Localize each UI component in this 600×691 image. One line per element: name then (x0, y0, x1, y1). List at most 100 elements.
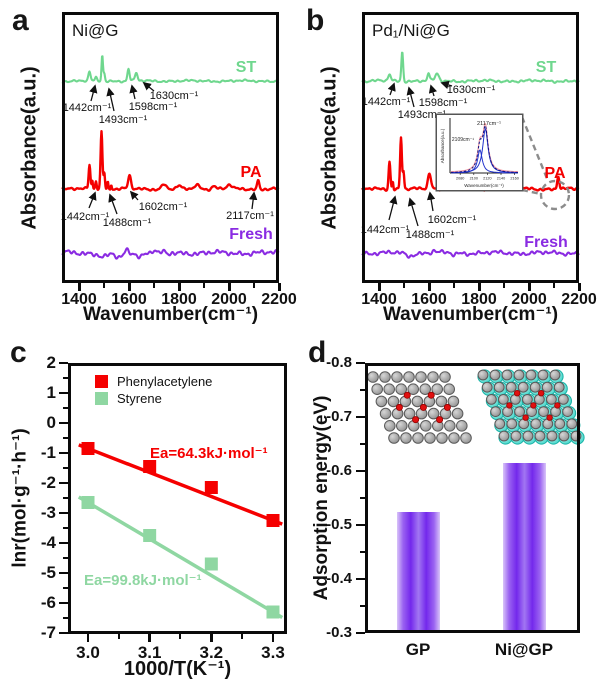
carbon-atom (411, 395, 424, 408)
data-point-styrene (266, 605, 280, 619)
carbon-atom (526, 406, 537, 417)
curve-label-pa: PA (240, 164, 262, 181)
carbon-atom (407, 383, 420, 396)
peak-annotation: 1630cm⁻¹ (150, 90, 199, 102)
legend-label-phenylacetylene: Phenylacetylene (117, 374, 213, 389)
y-axis-tick-label: -0.3 (326, 624, 352, 641)
bar-nigp (503, 462, 546, 630)
curve-label-pa: PA (544, 165, 566, 182)
carbon-atom (546, 394, 557, 405)
carbon-atom (424, 432, 436, 444)
panel-d: d Adsorption energy(eV) -0.8 -0.7 -0.6 -0.5… (300, 330, 600, 691)
carbon-atom (420, 420, 432, 432)
spectrum-fresh (61, 247, 280, 260)
carbon-atom (387, 395, 400, 408)
carbon-atom (427, 407, 440, 420)
annotation-arrow (89, 84, 98, 102)
y-axis-major-tick (356, 631, 365, 635)
carbon-atom (522, 394, 533, 405)
spectrum-fresh (361, 248, 580, 259)
x-axis-minor-tick (403, 283, 405, 288)
peak-annotation: 1598cm⁻¹ (419, 97, 468, 109)
panel-d-label: d (308, 336, 327, 369)
y-axis-major-tick (356, 577, 365, 581)
x-axis-major-tick (148, 634, 151, 642)
x-axis-minor-tick (240, 634, 243, 639)
graphene-structure-inset (367, 371, 472, 444)
x-axis-minor-tick (453, 283, 455, 288)
legend-label-styrene: Styrene (117, 391, 162, 406)
data-point-phenylacetylene (81, 442, 95, 455)
panel-b: b Absorbance(a.u.) Pd₁/Ni@G 1442cm⁻¹ 1493… (300, 0, 600, 330)
dopant-atom (443, 403, 451, 411)
carbon-atom (530, 418, 542, 430)
carbon-atom (486, 394, 497, 405)
annotation-arrow (248, 191, 258, 210)
carbon-atom (514, 406, 525, 417)
carbon-atom (391, 371, 403, 383)
x-axis-major-tick (210, 634, 213, 642)
carbon-atom (383, 383, 396, 396)
carbon-atom (570, 430, 582, 442)
x-axis-major-tick (578, 283, 581, 291)
x-axis-minor-tick (203, 283, 205, 288)
carbon-atom (481, 381, 493, 393)
y-axis-major-tick (59, 631, 68, 635)
deconvolution-inset: 2080 2100 2120 2140 2160 2117cm⁻¹ 2109cm⁻¹ Abso… (437, 115, 522, 190)
x-axis-major-tick (228, 283, 231, 291)
carbon-atom (415, 371, 427, 383)
y-axis-tick-label: 1 (46, 383, 56, 402)
carbon-atom (537, 369, 549, 381)
activation-energy-phenylacetylene: Ea=64.3kJ·mol⁻¹ (150, 445, 268, 462)
spectrum-st (61, 55, 280, 84)
panel-a-plot-area: Ni@G 1442cm⁻¹ 1493cm⁻¹ 1598cm⁻¹ 1630cm⁻¹ 144… (61, 12, 280, 283)
dopant-atom (514, 390, 521, 397)
y-axis-major-tick (59, 421, 68, 425)
carbon-atom (435, 395, 448, 408)
x-axis-minor-tick (253, 283, 255, 288)
x-axis-major-tick (378, 283, 381, 291)
panel-b-title: Pd₁/Ni@G (372, 21, 450, 40)
annotation-arrow (129, 190, 139, 201)
carbon-atom (367, 371, 379, 383)
x-axis-major-tick (478, 283, 481, 291)
panel-a-spectra: 1442cm⁻¹1493cm⁻¹1598cm⁻¹1630cm⁻¹1442cm⁻¹… (61, 55, 280, 260)
carbon-atom (396, 420, 408, 432)
panel-c-plot-area: Phenylacetylene Styrene Ea=64.3kJ·mol⁻¹ … (68, 363, 287, 634)
carbon-atom (546, 430, 558, 442)
data-point-phenylacetylene (143, 460, 157, 473)
dopant-atom (546, 414, 553, 421)
peak-annotation: 2117cm⁻¹ (226, 210, 274, 222)
peak-annotation: 1630cm⁻¹ (447, 84, 496, 96)
dopant-atom (436, 416, 444, 424)
peak-annotation: 1493cm⁻¹ (99, 114, 148, 126)
carbon-atom (460, 432, 472, 444)
carbon-atom (412, 432, 424, 444)
carbon-atom (534, 430, 546, 442)
carbon-atom (451, 407, 464, 420)
panel-c-label: c (10, 336, 27, 369)
carbon-atom (506, 418, 518, 430)
data-point-styrene (81, 496, 95, 509)
carbon-atom (518, 418, 530, 430)
y-axis-major-tick (59, 601, 68, 605)
arrhenius-plot (77, 442, 284, 619)
legend-swatch-styrene (95, 392, 108, 405)
inset-connector-line (520, 116, 550, 182)
x-axis-major-tick (128, 283, 131, 291)
carbon-atom (419, 383, 432, 396)
annotation-arrow (407, 197, 419, 227)
panel-d-y-axis-label: Adsorption energy(eV) (311, 395, 332, 601)
fit-line-phenylacetylene (78, 443, 283, 526)
panel-b-x-axis-label: Wavenumber(cm⁻¹) (382, 304, 559, 325)
annotation-arrow (406, 86, 415, 108)
panel-c-y-axis-label: lnr(mol·g⁻¹·h⁻¹) (9, 428, 31, 568)
fit-line-styrene (77, 495, 284, 619)
panel-a-x-axis-label: Wavenumber(cm⁻¹) (82, 304, 259, 325)
carbon-atom (388, 432, 400, 444)
curve-label-st: ST (235, 59, 257, 76)
bar-gp (397, 511, 440, 630)
peak-annotation: 1602cm⁻¹ (428, 214, 477, 226)
peak-annotation: 1493cm⁻¹ (398, 109, 447, 121)
